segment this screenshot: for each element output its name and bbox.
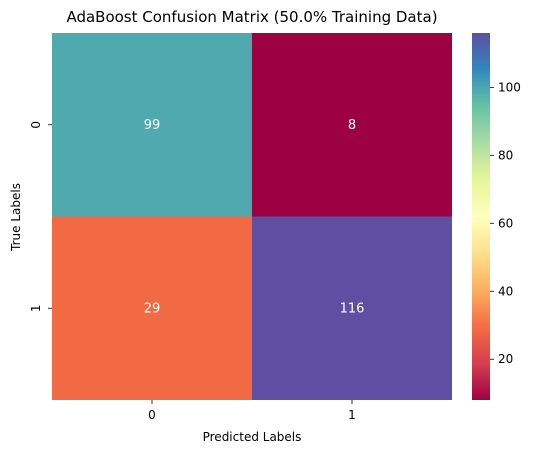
heatmap-cell-1-1 — [252, 216, 452, 400]
cell-value-label-1-0: 29 — [144, 301, 161, 316]
x-tick-label-0: 0 — [148, 408, 156, 422]
x-axis-label: Predicted Labels — [203, 430, 302, 444]
heatmap-cell-labels: 99 8 29 116 — [144, 118, 365, 317]
y-tick-label-0: 0 — [29, 121, 43, 129]
colorbar — [472, 33, 490, 400]
colorbar-ticks: 20 40 60 80 100 — [490, 80, 521, 366]
cell-value-label-0-1: 8 — [348, 118, 356, 133]
y-axis-label: True Labels — [9, 183, 23, 252]
colorbar-tick-label-1: 40 — [498, 284, 513, 298]
cell-value-label-1-1: 116 — [340, 301, 365, 316]
chart-title: AdaBoost Confusion Matrix (50.0% Trainin… — [66, 8, 437, 26]
cell-value-label-0-0: 99 — [144, 118, 161, 133]
heatmap-cell-0-1 — [252, 33, 452, 217]
colorbar-tick-label-4: 100 — [498, 80, 521, 94]
colorbar-tick-label-2: 60 — [498, 216, 513, 230]
heatmap-cells — [52, 33, 452, 400]
y-axis-ticks: 01 — [29, 121, 52, 312]
colorbar-tick-label-3: 80 — [498, 148, 513, 162]
x-tick-label-1: 1 — [348, 408, 356, 422]
heatmap-cell-1-0 — [52, 216, 252, 400]
y-tick-label-1: 1 — [29, 304, 43, 312]
colorbar-tick-label-0: 20 — [498, 352, 513, 366]
heatmap-cell-0-0 — [52, 33, 252, 217]
